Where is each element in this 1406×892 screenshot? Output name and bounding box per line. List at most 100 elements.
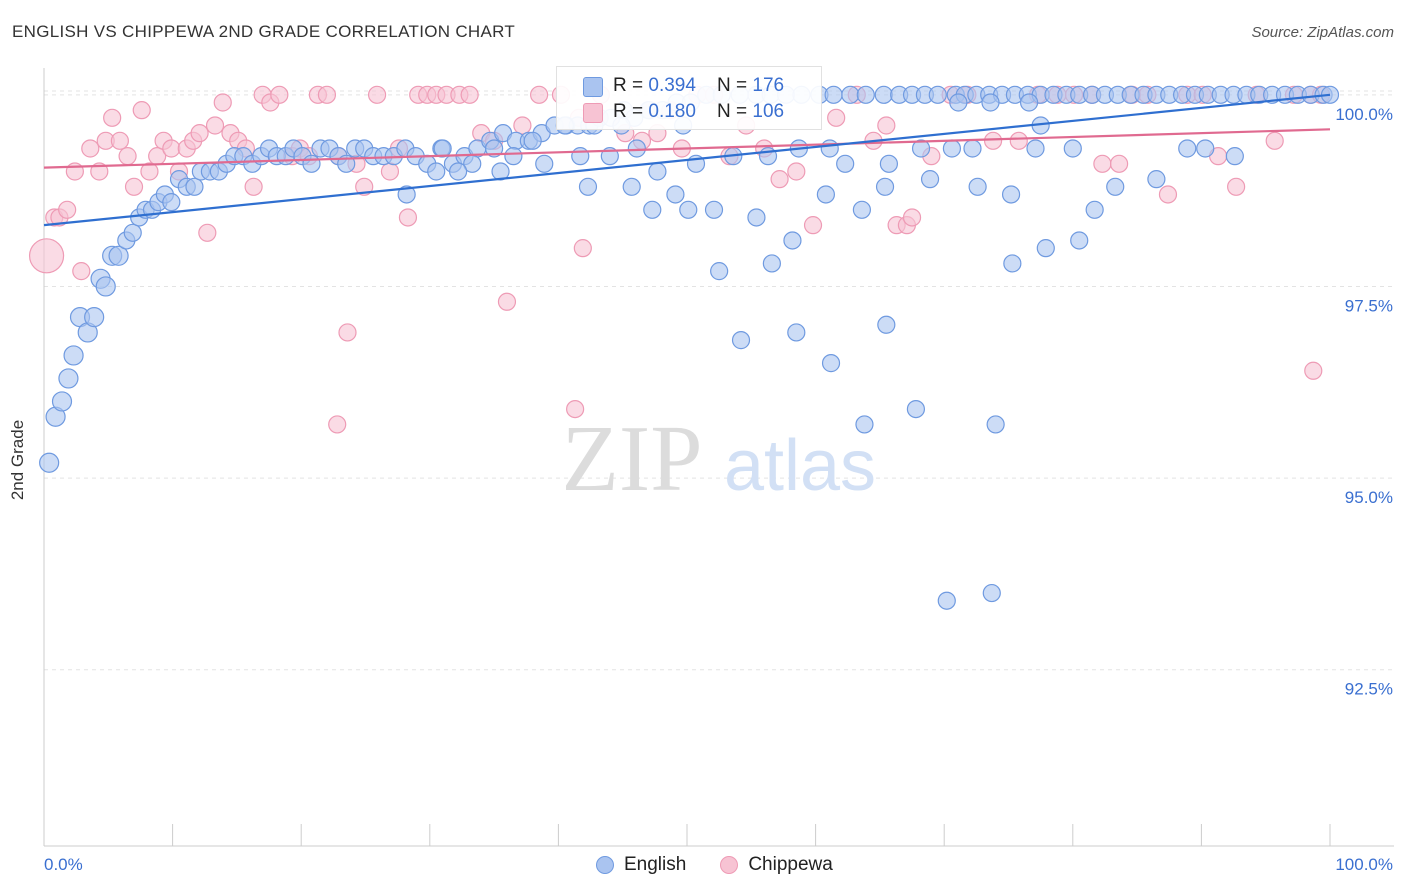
source-credit: Source: ZipAtlas.com bbox=[1251, 24, 1394, 41]
english-point bbox=[1147, 170, 1166, 189]
english-point bbox=[622, 177, 641, 196]
english-point bbox=[762, 254, 781, 273]
english-point bbox=[836, 154, 855, 173]
chippewa-point bbox=[190, 124, 209, 143]
chippewa-point bbox=[367, 85, 387, 104]
english-point bbox=[448, 162, 468, 181]
chippewa-point bbox=[140, 162, 159, 181]
english-point bbox=[879, 154, 899, 173]
english-point bbox=[710, 262, 729, 281]
axes bbox=[43, 68, 1394, 847]
english-point bbox=[986, 415, 1005, 434]
english-point bbox=[397, 185, 416, 204]
english-point bbox=[1019, 93, 1039, 112]
english-point bbox=[578, 177, 598, 196]
english-point bbox=[427, 162, 446, 181]
chippewa-point bbox=[787, 162, 806, 181]
legend-label-english: English bbox=[624, 854, 687, 875]
n-label: N = bbox=[717, 101, 753, 122]
chippewa-point bbox=[270, 85, 289, 104]
chippewa-point bbox=[566, 399, 585, 419]
chippewa-point bbox=[124, 177, 144, 196]
english-point bbox=[84, 307, 105, 328]
chippewa-point bbox=[338, 323, 357, 342]
chippewa-point bbox=[244, 177, 263, 196]
english-point bbox=[1225, 147, 1244, 166]
english-point bbox=[108, 245, 129, 266]
chippewa-point bbox=[530, 85, 549, 104]
legend-swatch-chippewa bbox=[583, 103, 603, 123]
english-point bbox=[852, 200, 871, 219]
english-point bbox=[704, 200, 724, 219]
chippewa-point bbox=[118, 147, 137, 166]
english-point bbox=[928, 85, 947, 104]
english-point bbox=[783, 231, 802, 250]
english-point bbox=[874, 85, 893, 104]
legend-label-chippewa: Chippewa bbox=[748, 854, 833, 875]
english-point bbox=[816, 185, 835, 204]
chippewa-point bbox=[902, 208, 922, 227]
series-english-points bbox=[39, 85, 1340, 610]
y-tick-label: 92.5% bbox=[1345, 680, 1393, 699]
chippewa-point bbox=[497, 292, 517, 311]
english-point bbox=[51, 391, 73, 412]
english-point bbox=[855, 415, 874, 434]
watermark-zip: ZIP bbox=[562, 407, 703, 511]
chippewa-point bbox=[162, 139, 181, 158]
english-point bbox=[1085, 200, 1104, 219]
legend-marker-chippewa bbox=[720, 856, 739, 874]
r-label: R = bbox=[613, 101, 649, 122]
english-point bbox=[63, 345, 84, 366]
chippewa-point bbox=[213, 93, 232, 112]
r-value: 0.394 bbox=[648, 75, 696, 96]
chippewa-point bbox=[1109, 154, 1129, 173]
chippewa-point bbox=[460, 85, 479, 104]
english-point bbox=[39, 452, 60, 473]
chippewa-point bbox=[1265, 131, 1284, 150]
english-point bbox=[821, 354, 841, 373]
english-point bbox=[968, 177, 987, 196]
chippewa-point bbox=[803, 216, 823, 235]
legend-marker-english bbox=[596, 856, 614, 874]
english-point bbox=[787, 323, 806, 342]
english-point bbox=[1026, 139, 1045, 158]
english-point bbox=[1178, 139, 1197, 158]
chippewa-point bbox=[827, 108, 846, 127]
r-label: R = bbox=[613, 75, 649, 96]
english-point bbox=[949, 93, 968, 112]
english-point bbox=[906, 399, 926, 419]
n-label: N = bbox=[717, 75, 753, 96]
legend-item-english[interactable]: English bbox=[596, 854, 686, 876]
y-tick-label: 100.0% bbox=[1335, 105, 1393, 124]
tick-labels: 100.0% 97.5% 95.0% 92.5% 0.0% 100.0% bbox=[44, 105, 1393, 874]
english-point bbox=[643, 200, 662, 219]
chippewa-point bbox=[205, 116, 225, 135]
english-point bbox=[523, 131, 542, 150]
chippewa-point bbox=[573, 239, 592, 258]
chippewa-point bbox=[1009, 131, 1028, 150]
english-point bbox=[877, 315, 896, 334]
chippewa-point bbox=[58, 200, 77, 219]
correlation-legend: R = 0.394 N = 176 R = 0.180 N = 106 bbox=[556, 66, 822, 130]
legend-item-chippewa[interactable]: Chippewa bbox=[720, 854, 833, 876]
english-point bbox=[504, 147, 523, 166]
chippewa-point bbox=[317, 85, 337, 104]
watermark-atlas: atlas bbox=[724, 426, 876, 506]
chippewa-point bbox=[398, 208, 418, 227]
english-point bbox=[485, 139, 504, 158]
english-point bbox=[911, 139, 931, 158]
english-point bbox=[820, 139, 839, 158]
chippewa-point bbox=[877, 116, 896, 135]
legend-text-chippewa: R = 0.180 N = 106 bbox=[613, 101, 784, 123]
english-point bbox=[95, 276, 116, 297]
watermark: ZIP atlas bbox=[562, 407, 877, 511]
chippewa-point bbox=[28, 238, 65, 274]
chippewa-point bbox=[103, 108, 122, 127]
chippewa-point bbox=[355, 177, 374, 196]
english-point bbox=[123, 223, 142, 242]
english-point bbox=[1070, 231, 1089, 250]
english-point bbox=[1001, 185, 1021, 204]
chippewa-point bbox=[72, 262, 91, 281]
n-value: 106 bbox=[752, 101, 785, 122]
